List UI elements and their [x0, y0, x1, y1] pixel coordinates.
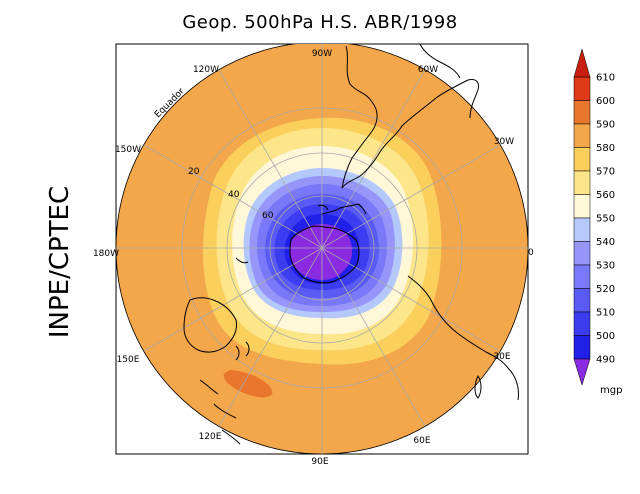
colorbar-label-510: 510	[596, 308, 615, 319]
colorbar-label-520: 520	[596, 284, 615, 295]
colorbar-bottom-arrow	[573, 358, 591, 386]
colorbar-label-610: 610	[596, 73, 615, 84]
colorbar-swatch-570	[573, 147, 591, 172]
colorbar-label-580: 580	[596, 143, 615, 154]
lon-label-90w: 90W	[312, 49, 332, 59]
colorbar: 490 500 510 520 530 540 550 560 570 580 590 600 610 m…	[573, 48, 622, 396]
longitude-labels: 90W 60W 30W 0 30E 60E 90E 120E 150E 180W…	[93, 49, 534, 467]
colorbar-top-arrow	[573, 48, 591, 78]
lon-label-180w: 180W	[93, 249, 119, 259]
lat-label-20: 20	[188, 167, 200, 177]
colorbar-label-550: 550	[596, 214, 615, 225]
coastlines	[183, 44, 519, 445]
lon-label-60e: 60E	[413, 436, 430, 446]
colorbar-swatch-540	[573, 217, 591, 242]
colorbar-swatch-520	[573, 264, 591, 289]
meridian-lines	[116, 44, 528, 454]
colorbar-swatch-560	[573, 170, 591, 195]
colorbar-label-540: 540	[596, 237, 615, 248]
lon-label-0: 0	[528, 248, 534, 258]
lon-label-120e: 120E	[199, 432, 222, 442]
colorbar-label-600: 600	[596, 96, 615, 107]
lon-label-90e: 90E	[311, 457, 328, 467]
colorbar-swatch-550	[573, 194, 591, 219]
map-title: Geop. 500hPa H.S. ABR/1998	[182, 12, 458, 33]
colorbar-swatch-490	[573, 335, 591, 360]
colorbar-label-560: 560	[596, 190, 615, 201]
lon-label-30e: 30E	[493, 352, 510, 362]
colorbar-swatch-600	[573, 76, 591, 101]
lat-label-40: 40	[228, 190, 240, 200]
colorbar-label-530: 530	[596, 261, 615, 272]
colorbar-swatch-530	[573, 241, 591, 266]
colorbar-unit: mgp	[600, 385, 622, 396]
colorbar-label-570: 570	[596, 167, 615, 178]
lat-label-60: 60	[262, 211, 274, 221]
colorbar-swatch-580	[573, 123, 591, 148]
colorbar-swatch-590	[573, 100, 591, 125]
lon-label-150e: 150E	[117, 355, 140, 365]
lon-label-120w: 120W	[193, 65, 219, 75]
colorbar-swatch-510	[573, 288, 591, 313]
colorbar-label-490: 490	[596, 355, 615, 366]
field-590-600-small	[226, 370, 246, 382]
colorbar-label-590: 590	[596, 120, 615, 131]
lon-label-30w: 30W	[494, 137, 514, 147]
colorbar-swatch-500	[573, 311, 591, 336]
colorbar-label-500: 500	[596, 331, 615, 342]
lon-label-150w: 150W	[115, 145, 141, 155]
lon-label-60w: 60W	[418, 65, 438, 75]
